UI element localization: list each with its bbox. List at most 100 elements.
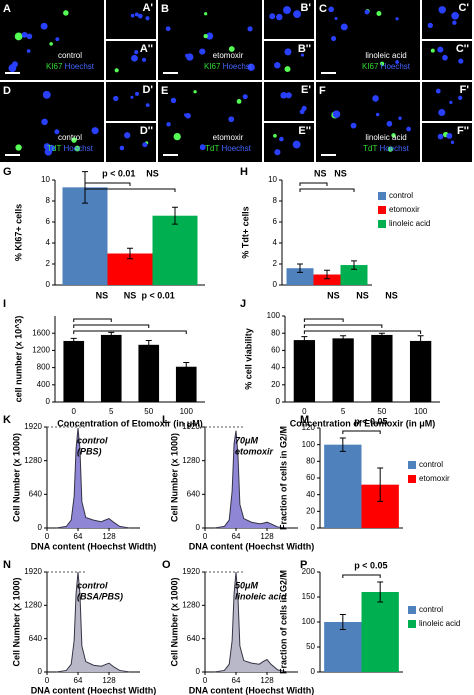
y-tick-label: 400 — [37, 380, 51, 389]
histogram-fill — [214, 430, 288, 528]
y-axis-label: % KI67+ cells — [13, 204, 23, 261]
x-tick-label: 5 — [109, 407, 114, 416]
cell — [193, 90, 197, 94]
legend-swatch — [408, 606, 416, 614]
panel-letter: I — [3, 298, 6, 310]
cell — [21, 31, 28, 38]
cell — [228, 46, 235, 52]
histogram-fill — [56, 572, 130, 672]
cell — [165, 26, 171, 32]
error-bar — [82, 171, 88, 204]
cell — [437, 133, 444, 140]
inset-label: D' — [142, 84, 153, 96]
y-tick-label: 1920 — [24, 422, 42, 431]
bracket — [73, 330, 187, 334]
y-tick-label: 200 — [302, 567, 316, 576]
bar — [286, 268, 314, 285]
stain: KI67 — [204, 62, 221, 71]
cell — [285, 92, 292, 99]
y-tick-label: 800 — [37, 363, 51, 372]
cell — [376, 11, 382, 17]
y-tick-label: 6 — [273, 217, 278, 226]
cell — [119, 145, 125, 151]
cell — [236, 99, 242, 104]
y-tick-label: 10 — [41, 175, 50, 184]
cell — [458, 95, 463, 101]
significance: NS — [146, 168, 159, 178]
cell — [283, 6, 291, 15]
inset — [264, 0, 314, 39]
stain-label: TdT Hoechst — [363, 144, 409, 153]
y-tick-label: 8 — [46, 196, 51, 205]
cell — [54, 129, 60, 135]
cell — [380, 61, 385, 66]
cell — [142, 142, 148, 148]
bar — [313, 274, 341, 285]
x-tick-label: 0 — [302, 407, 307, 416]
bracket — [303, 318, 344, 322]
significance: p < 0.01 — [102, 168, 135, 178]
x-tick-label: 64 — [74, 532, 83, 541]
error-bar — [172, 206, 178, 225]
error-bar — [339, 437, 346, 452]
significance: NS — [356, 290, 369, 300]
cell — [199, 48, 206, 55]
significance: NS — [124, 290, 137, 300]
y-tick-label: 1600 — [32, 328, 50, 337]
y-tick-label: 150 — [302, 592, 316, 601]
x-tick-label: 50 — [377, 407, 386, 416]
y-tick-label: 2 — [273, 259, 278, 268]
error-bar — [70, 337, 77, 345]
cell — [91, 127, 99, 135]
error-bar — [377, 581, 384, 603]
x-tick-label: 100 — [414, 407, 428, 416]
y-tick-label: 0 — [46, 280, 51, 289]
bracket — [299, 188, 355, 192]
error-bar — [417, 335, 424, 347]
sample-label: (PBS) — [77, 446, 102, 456]
caption: linoleic acid — [365, 133, 406, 142]
cell — [293, 10, 301, 19]
cell — [43, 143, 51, 150]
y-axis-label: % Tdt+ cells — [240, 206, 250, 258]
y-tick-label: 1920 — [24, 567, 42, 576]
y-tick-label: 20 — [306, 506, 315, 515]
cell — [442, 54, 448, 61]
y-tick-label: 640 — [29, 634, 43, 643]
y-tick-label: 1920 — [182, 567, 200, 576]
bar — [409, 340, 432, 402]
legend-swatch — [408, 620, 416, 628]
caption: control — [58, 133, 82, 142]
cell — [387, 146, 393, 152]
cell — [406, 126, 411, 132]
histogram — [214, 430, 288, 529]
inset — [106, 41, 156, 80]
cell — [458, 58, 464, 64]
cell — [340, 23, 348, 31]
panel-letter: N — [3, 559, 11, 571]
cell — [166, 122, 171, 127]
y-tick-label: 0 — [311, 667, 316, 676]
panel-letter: L — [162, 414, 169, 426]
legend-label: etomoxir — [419, 474, 450, 483]
y-axis-label: Cell Number (x 1000) — [11, 577, 21, 666]
inset-label: C'' — [456, 43, 470, 55]
inset-label: B' — [300, 2, 311, 14]
y-axis-label: Cell Number (x 1000) — [11, 433, 21, 522]
cell — [438, 108, 446, 117]
error-bar — [127, 247, 133, 260]
inset-label: D'' — [140, 125, 154, 137]
sample-label: (BSA/PBS) — [77, 591, 123, 601]
cell — [130, 13, 135, 18]
cell — [186, 53, 194, 61]
cell — [449, 100, 453, 105]
panel-letter: D — [3, 85, 11, 97]
cell — [40, 22, 48, 30]
significance: p < 0.01 — [141, 290, 174, 300]
x-tick-label: 64 — [232, 676, 241, 685]
sample-label: 50μM — [235, 580, 258, 590]
error-bar — [183, 361, 190, 372]
legend-label: linoleic acid — [419, 619, 460, 628]
inset — [422, 0, 472, 39]
